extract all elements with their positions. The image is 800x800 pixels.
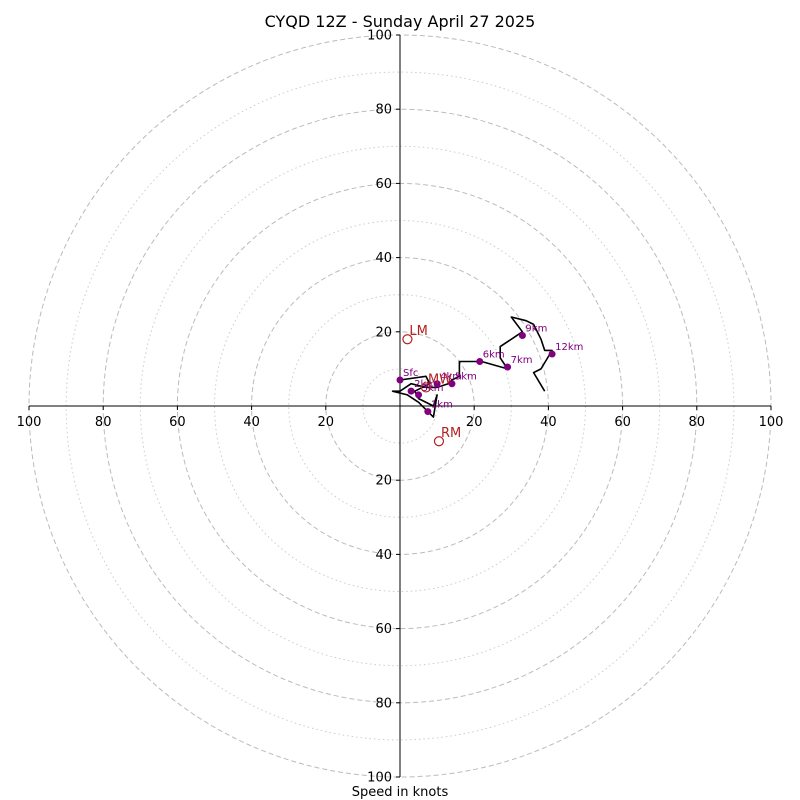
storm-motion-markers: LM RM MW	[402, 324, 461, 447]
motion-label: MW	[428, 372, 452, 387]
y-tick-label: 100	[367, 771, 392, 786]
x-tick-label: 80	[95, 415, 112, 430]
height-dot	[448, 380, 456, 388]
height-label: 9km	[525, 324, 547, 335]
height-dot	[433, 380, 441, 388]
x-tick-label: 60	[614, 415, 631, 430]
height-dot	[407, 387, 415, 395]
height-point-12km: 12km	[548, 342, 583, 358]
height-point-sfc: Sfc	[396, 368, 418, 384]
x-tick-label: 60	[169, 415, 186, 430]
x-tick-label: 40	[540, 415, 557, 430]
height-label: Sfc	[403, 368, 418, 379]
y-tick-label: 20	[375, 325, 392, 340]
height-dot	[415, 391, 423, 399]
y-tick-labels: 100 80 60 40 20 20 40 60 80 100	[367, 29, 400, 786]
height-label: 2km	[414, 379, 436, 390]
y-tick-label: 20	[375, 474, 392, 489]
height-label: 7km	[511, 355, 533, 366]
axes	[29, 35, 771, 777]
height-label: 3km	[422, 383, 444, 394]
height-point-4km: 4km	[433, 372, 462, 388]
x-tick-label: 100	[17, 415, 42, 430]
height-point-9km: 9km	[518, 324, 547, 340]
x-tick-label: 100	[759, 415, 784, 430]
height-dot	[548, 350, 556, 358]
height-label: 6km	[483, 349, 505, 360]
x-tick-label: 20	[466, 415, 483, 430]
height-label: 12km	[555, 342, 583, 353]
y-tick-label: 100	[367, 29, 392, 44]
x-tick-label: 80	[689, 415, 706, 430]
x-axis-label: Speed in knots	[352, 785, 449, 800]
y-tick-label: 80	[375, 696, 392, 711]
y-tick-label: 40	[375, 548, 392, 563]
motion-marker	[402, 334, 413, 345]
storm-motion-rm: RM	[433, 426, 461, 447]
x-tick-label: 20	[318, 415, 335, 430]
x-tick-label: 40	[243, 415, 260, 430]
storm-motion-lm: LM	[402, 324, 428, 345]
height-point-2km: 2km	[407, 379, 436, 395]
height-point-3km: 3km	[415, 383, 443, 399]
motion-marker	[420, 382, 432, 393]
height-label: 5km	[455, 372, 477, 383]
motion-label: LM	[409, 324, 427, 339]
height-point-6km: 6km	[476, 349, 505, 365]
y-tick-label: 60	[375, 622, 392, 637]
height-dot	[504, 363, 512, 371]
height-point-5km: 5km	[448, 372, 477, 388]
height-point-7km: 7km	[504, 355, 532, 371]
height-point-1km: 1km	[424, 400, 453, 416]
height-label: 1km	[431, 400, 453, 411]
height-dot	[476, 357, 484, 365]
y-tick-label: 60	[375, 177, 392, 192]
y-tick-label: 40	[375, 251, 392, 266]
storm-motion-mw: MW	[420, 372, 452, 393]
x-tick-labels: 100 80 60 40 20 20 40 60 80 100	[17, 406, 784, 430]
height-dot	[396, 376, 404, 384]
height-dot	[424, 408, 432, 416]
y-tick-label: 80	[375, 103, 392, 118]
height-dot	[518, 332, 526, 340]
motion-marker	[433, 436, 445, 447]
chart-title: CYQD 12Z - Sunday April 27 2025	[265, 12, 536, 31]
motion-label: RM	[441, 426, 461, 441]
height-label: 4km	[440, 372, 462, 383]
